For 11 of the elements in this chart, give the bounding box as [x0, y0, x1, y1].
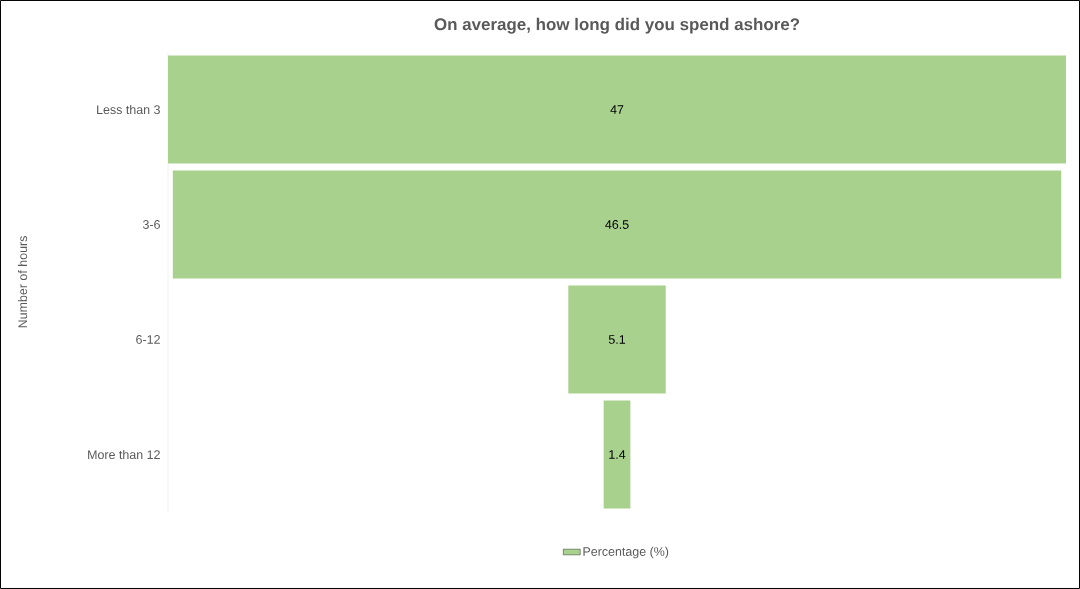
- data-label: 5.1: [608, 335, 626, 344]
- category-label: More than 12: [88, 449, 160, 460]
- text: On average, how long did you spend ashore?: [434, 17, 800, 34]
- data-label: 46.5: [605, 220, 629, 229]
- category-label: Less than 3: [97, 104, 160, 115]
- category-label: 6-12: [136, 335, 160, 344]
- category-label: 3-6: [142, 220, 160, 229]
- data-label: 47: [610, 105, 624, 114]
- data-label: 1.4: [609, 450, 626, 459]
- legend-label: Percentage (%): [583, 546, 669, 559]
- text: Number of hours: [17, 236, 28, 328]
